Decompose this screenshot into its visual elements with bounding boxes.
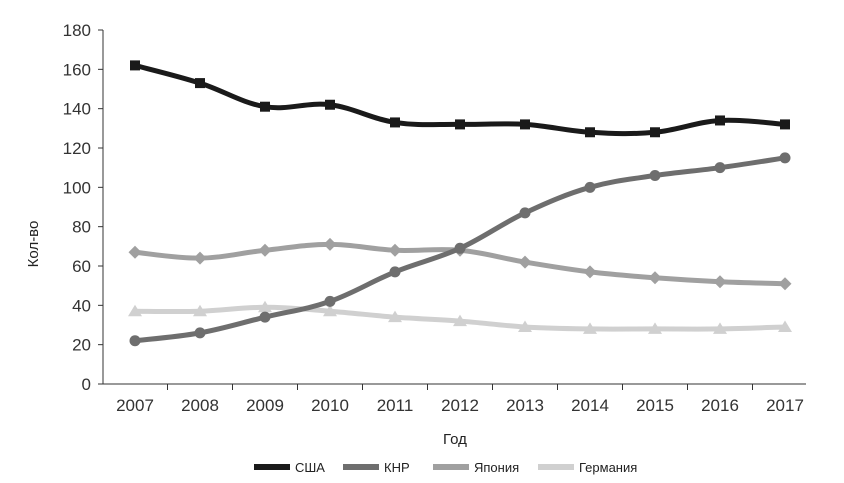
- data-point: [713, 322, 727, 334]
- data-point: [455, 119, 465, 130]
- data-point: [518, 255, 532, 269]
- data-point: [778, 277, 792, 291]
- data-point: [325, 99, 335, 110]
- x-axis-ticks: 2007 2008 2009 2010 2011 2012 2013 2014 2015 2016…: [116, 384, 804, 415]
- data-point: [585, 127, 595, 138]
- y-tick-label: 0: [82, 375, 91, 394]
- data-point: [258, 300, 272, 313]
- legend-label: КНР: [384, 460, 410, 475]
- data-point: [388, 243, 402, 257]
- x-tick-label: 2011: [377, 396, 414, 415]
- data-point: [778, 320, 792, 332]
- y-tick-label: 160: [63, 60, 91, 79]
- data-point: [323, 304, 337, 317]
- y-axis-title: Кол-во: [25, 221, 42, 268]
- data-point: [454, 242, 466, 254]
- data-point: [714, 162, 726, 174]
- data-point: [453, 314, 467, 327]
- data-point: [130, 60, 140, 71]
- x-tick-label: 2012: [441, 396, 479, 415]
- y-tick-label: 140: [63, 100, 91, 119]
- data-point: [390, 117, 400, 128]
- data-point: [193, 304, 207, 317]
- y-tick-label: 100: [63, 178, 91, 197]
- x-tick-label: 2009: [246, 396, 284, 415]
- data-point: [583, 265, 597, 279]
- data-point: [779, 152, 791, 164]
- series-Германия: [128, 300, 792, 334]
- legend-label: Германия: [579, 460, 637, 475]
- y-tick-label: 60: [72, 257, 91, 276]
- y-tick-label: 20: [72, 336, 91, 355]
- y-tick-label: 180: [63, 21, 91, 40]
- series-США: [130, 60, 790, 138]
- x-tick-label: 2017: [766, 396, 804, 415]
- data-point: [260, 101, 270, 112]
- legend-label: Япония: [474, 460, 519, 475]
- data-point: [584, 181, 596, 193]
- x-tick-label: 2014: [571, 396, 609, 415]
- x-tick-label: 2013: [506, 396, 544, 415]
- data-point: [388, 310, 402, 323]
- legend: США КНР Япония Германия: [254, 460, 637, 475]
- data-point: [518, 320, 532, 332]
- data-point: [258, 243, 272, 257]
- data-point: [128, 304, 142, 317]
- data-point: [713, 275, 727, 289]
- y-tick-label: 40: [72, 296, 91, 315]
- series-layer: [128, 60, 792, 347]
- data-point: [649, 170, 661, 182]
- x-axis-title: Год: [443, 431, 467, 448]
- data-point: [195, 78, 205, 89]
- data-point: [648, 322, 662, 334]
- data-point: [389, 266, 401, 278]
- data-point: [324, 295, 336, 307]
- data-point: [520, 119, 530, 130]
- data-point: [194, 327, 206, 339]
- x-tick-label: 2007: [116, 396, 154, 415]
- legend-label: США: [295, 460, 325, 475]
- data-point: [128, 245, 142, 259]
- x-tick-label: 2016: [701, 396, 739, 415]
- x-tick-label: 2008: [181, 396, 219, 415]
- data-point: [193, 251, 207, 265]
- data-point: [648, 271, 662, 285]
- data-point: [583, 322, 597, 334]
- x-tick-label: 2010: [311, 396, 349, 415]
- data-point: [259, 311, 271, 323]
- data-point: [780, 119, 790, 130]
- data-point: [650, 127, 660, 138]
- data-point: [715, 115, 725, 126]
- y-tick-label: 80: [72, 218, 91, 237]
- data-point: [519, 207, 531, 219]
- y-tick-label: 120: [63, 139, 91, 158]
- x-tick-label: 2015: [636, 396, 674, 415]
- y-axis-ticks: 0 20 40 60 80 100 120 140 160 180: [63, 21, 103, 394]
- series-КНР: [129, 152, 791, 347]
- data-point: [129, 335, 141, 347]
- data-point: [323, 237, 337, 251]
